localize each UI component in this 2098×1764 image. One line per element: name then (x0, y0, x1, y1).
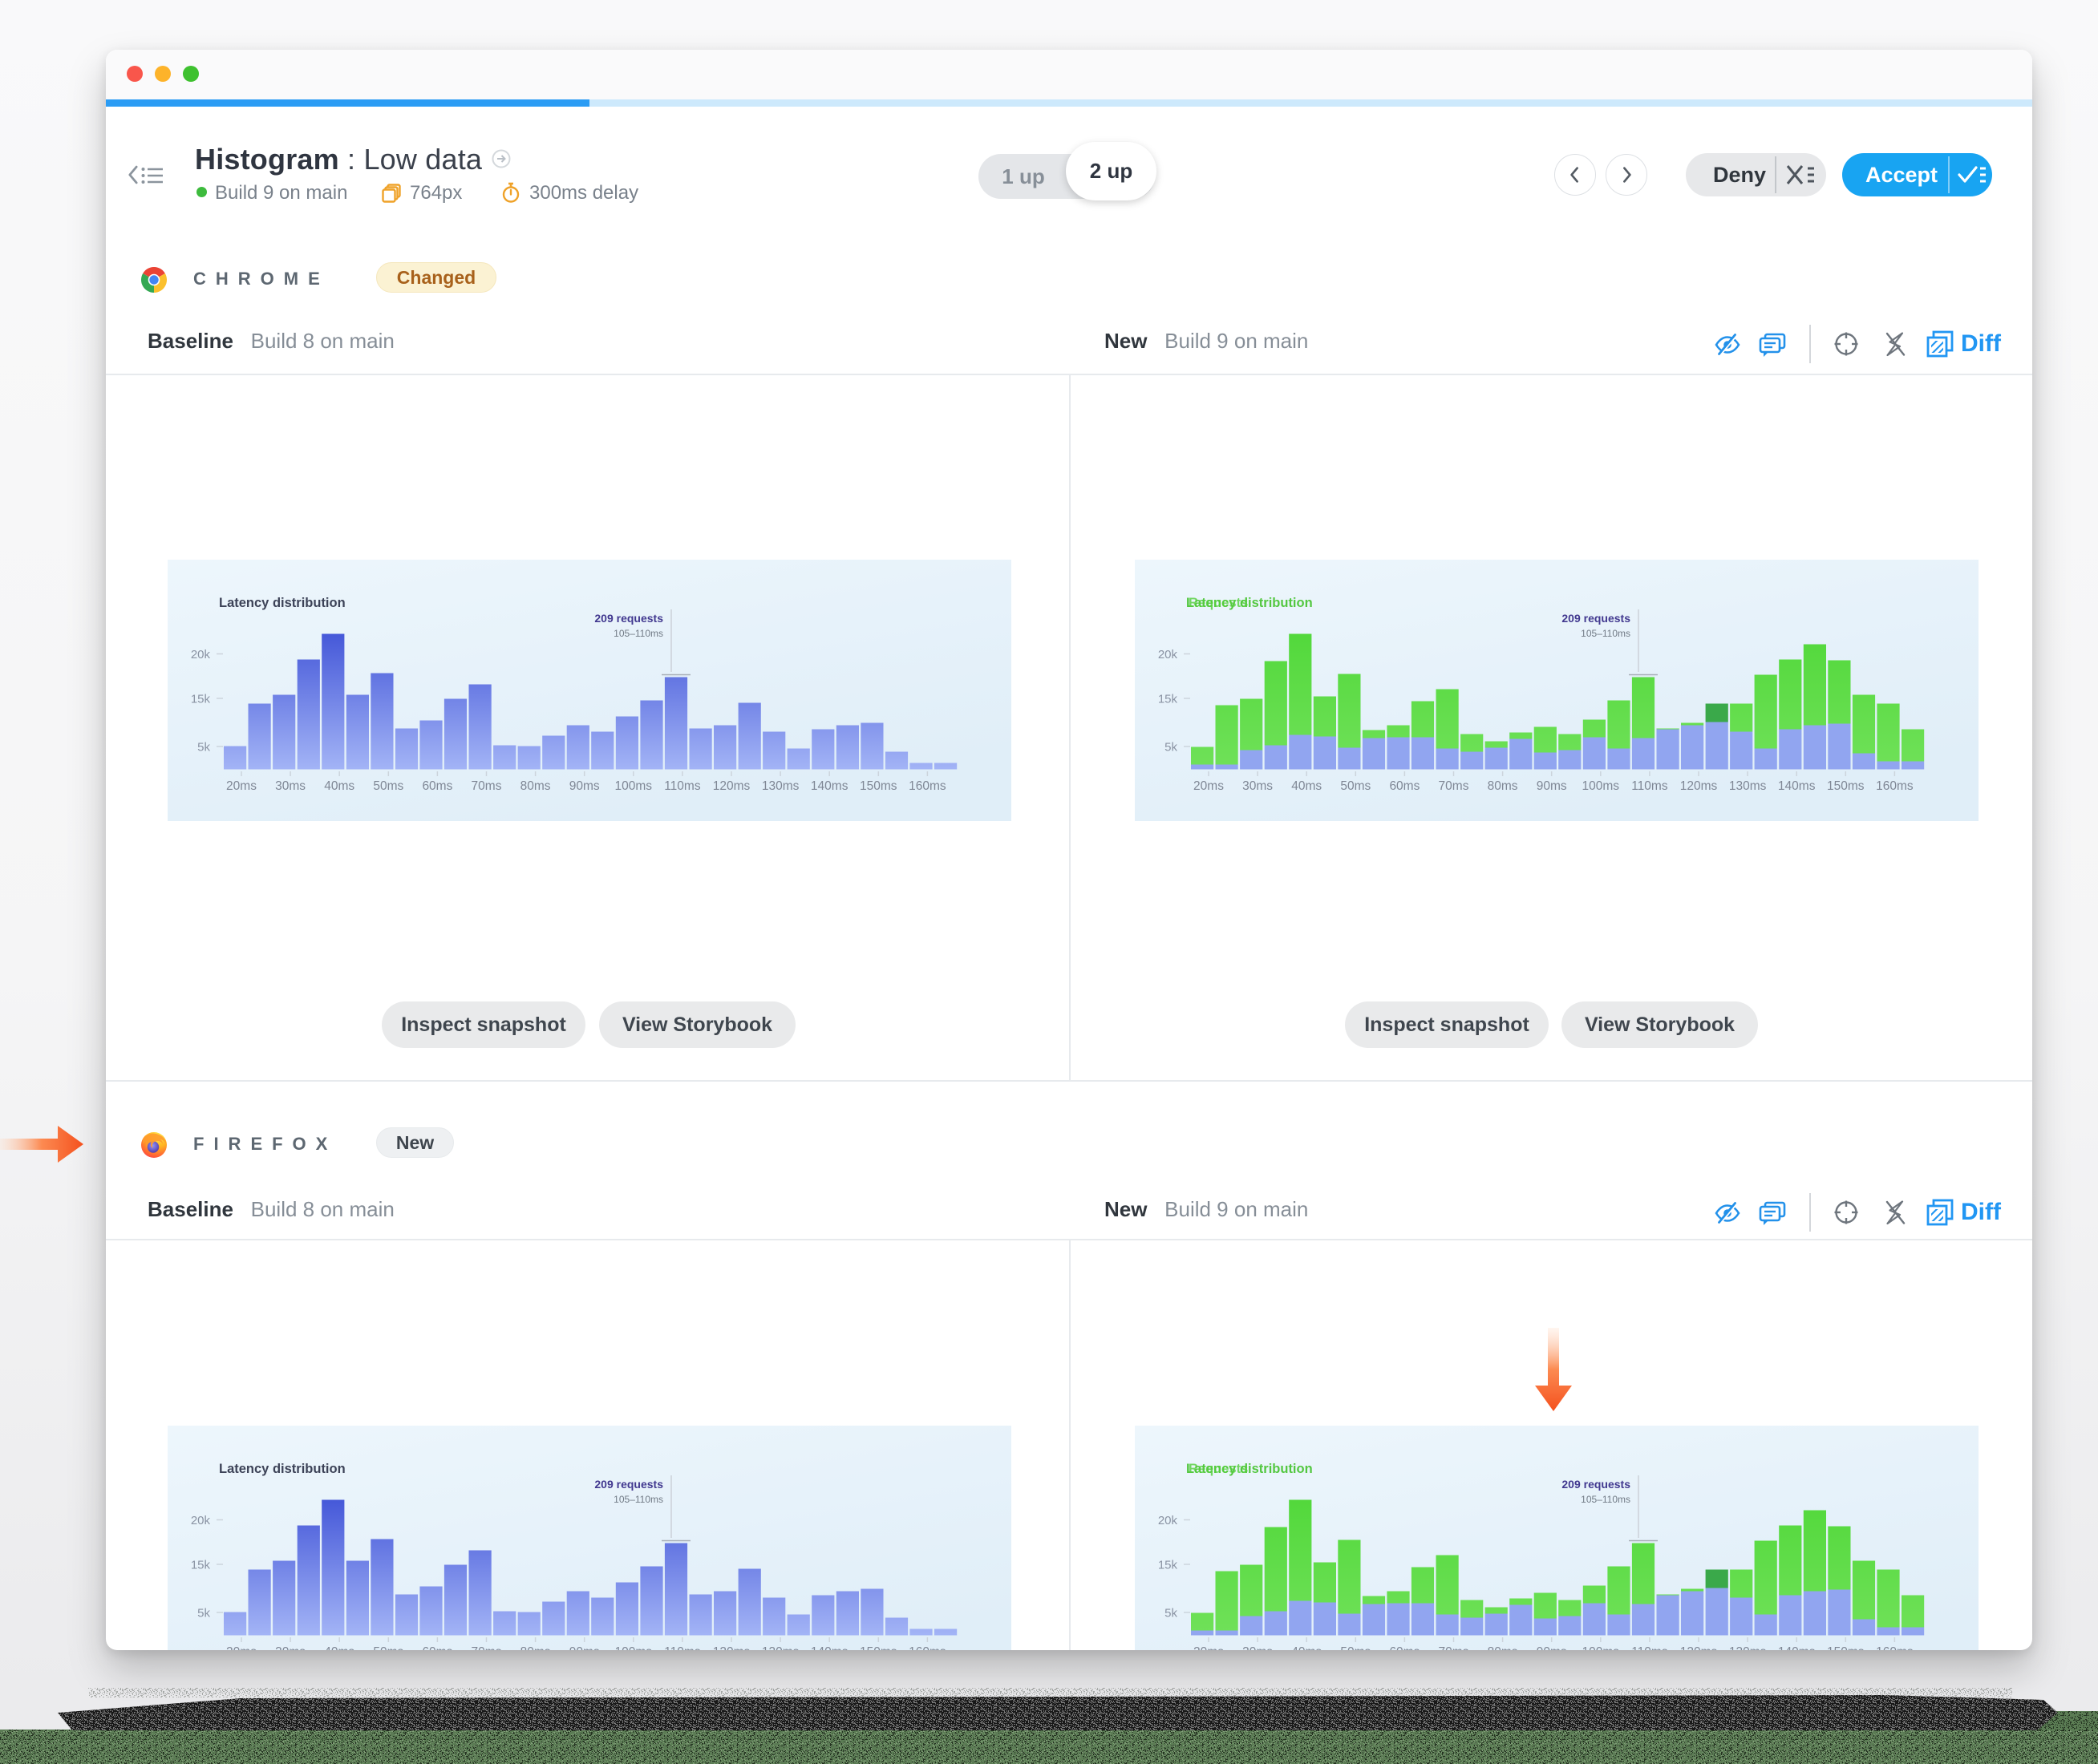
svg-text:209 requests: 209 requests (594, 612, 663, 625)
svg-text:5k: 5k (1164, 1607, 1177, 1620)
svg-text:70ms: 70ms (472, 779, 502, 793)
svg-text:20ms: 20ms (1193, 1645, 1224, 1650)
svg-text:80ms: 80ms (1488, 1645, 1518, 1650)
svg-text:Latency distribution: Latency distribution (219, 596, 346, 610)
svg-text:140ms: 140ms (811, 1645, 849, 1650)
svg-text:80ms: 80ms (1488, 779, 1518, 793)
svg-text:40ms: 40ms (1291, 1645, 1322, 1650)
svg-text:209 requests: 209 requests (1561, 612, 1630, 625)
svg-text:110ms: 110ms (1631, 1645, 1668, 1650)
svg-text:120ms: 120ms (1680, 779, 1718, 793)
svg-text:160ms: 160ms (1876, 1645, 1914, 1650)
svg-text:90ms: 90ms (1537, 779, 1567, 793)
svg-text:20ms: 20ms (1193, 779, 1224, 793)
svg-text:160ms: 160ms (909, 1645, 946, 1650)
svg-text:Latency distribution: Latency distribution (219, 1462, 346, 1476)
svg-text:70ms: 70ms (472, 1645, 502, 1650)
svg-text:150ms: 150ms (860, 779, 897, 793)
svg-text:105–110ms: 105–110ms (614, 1494, 663, 1505)
svg-text:209 requests: 209 requests (1561, 1478, 1630, 1491)
svg-text:30ms: 30ms (275, 1645, 306, 1650)
svg-text:20k: 20k (191, 648, 211, 662)
svg-text:60ms: 60ms (1389, 779, 1420, 793)
svg-text:Requests: Requests (1189, 1462, 1248, 1476)
svg-text:Latency distribution: Latency distribution (1186, 1462, 1313, 1476)
svg-text:130ms: 130ms (762, 1645, 800, 1650)
svg-text:40ms: 40ms (1291, 779, 1322, 793)
svg-text:5k: 5k (197, 741, 210, 755)
svg-text:105–110ms: 105–110ms (614, 628, 663, 639)
svg-text:40ms: 40ms (324, 1645, 354, 1650)
svg-text:90ms: 90ms (1537, 1645, 1567, 1650)
svg-text:100ms: 100ms (1582, 779, 1620, 793)
svg-text:70ms: 70ms (1439, 779, 1469, 793)
svg-text:50ms: 50ms (373, 1645, 403, 1650)
svg-text:130ms: 130ms (1729, 779, 1767, 793)
svg-text:120ms: 120ms (1680, 1645, 1718, 1650)
svg-text:40ms: 40ms (324, 779, 354, 793)
svg-text:120ms: 120ms (713, 1645, 751, 1650)
svg-text:70ms: 70ms (1439, 1645, 1469, 1650)
svg-text:60ms: 60ms (1389, 1645, 1420, 1650)
svg-text:20ms: 20ms (226, 1645, 257, 1650)
svg-text:105–110ms: 105–110ms (1581, 1494, 1630, 1505)
svg-text:15k: 15k (191, 1559, 211, 1572)
svg-text:Requests: Requests (1189, 596, 1248, 610)
svg-text:120ms: 120ms (713, 779, 751, 793)
svg-text:80ms: 80ms (520, 1645, 551, 1650)
svg-text:140ms: 140ms (1778, 1645, 1816, 1650)
svg-text:60ms: 60ms (422, 779, 452, 793)
svg-text:150ms: 150ms (1827, 1645, 1865, 1650)
svg-text:100ms: 100ms (615, 1645, 653, 1650)
svg-text:160ms: 160ms (909, 779, 946, 793)
svg-text:160ms: 160ms (1876, 779, 1914, 793)
svg-text:80ms: 80ms (520, 779, 551, 793)
svg-text:Latency distribution: Latency distribution (1186, 596, 1313, 610)
svg-text:100ms: 100ms (615, 779, 653, 793)
svg-text:50ms: 50ms (373, 779, 403, 793)
svg-text:30ms: 30ms (275, 779, 306, 793)
svg-text:90ms: 90ms (569, 779, 600, 793)
svg-text:105–110ms: 105–110ms (1581, 628, 1630, 639)
svg-text:140ms: 140ms (811, 779, 849, 793)
svg-text:110ms: 110ms (1631, 779, 1668, 793)
svg-text:50ms: 50ms (1340, 779, 1371, 793)
svg-text:130ms: 130ms (762, 779, 800, 793)
svg-text:15k: 15k (1158, 1559, 1178, 1572)
svg-text:110ms: 110ms (664, 1645, 701, 1650)
svg-text:15k: 15k (191, 693, 211, 706)
svg-text:20ms: 20ms (226, 779, 257, 793)
svg-text:20k: 20k (191, 1514, 211, 1527)
svg-text:50ms: 50ms (1340, 1645, 1371, 1650)
svg-text:5k: 5k (197, 1607, 210, 1620)
svg-text:20k: 20k (1158, 1514, 1178, 1527)
svg-text:20k: 20k (1158, 648, 1178, 662)
svg-text:5k: 5k (1164, 741, 1177, 755)
svg-text:209 requests: 209 requests (594, 1478, 663, 1491)
svg-text:140ms: 140ms (1778, 779, 1816, 793)
svg-text:30ms: 30ms (1242, 779, 1273, 793)
svg-text:150ms: 150ms (860, 1645, 897, 1650)
svg-text:100ms: 100ms (1582, 1645, 1620, 1650)
svg-text:110ms: 110ms (664, 779, 701, 793)
svg-text:130ms: 130ms (1729, 1645, 1767, 1650)
svg-text:15k: 15k (1158, 693, 1178, 706)
svg-text:60ms: 60ms (422, 1645, 452, 1650)
svg-text:90ms: 90ms (569, 1645, 600, 1650)
svg-text:150ms: 150ms (1827, 779, 1865, 793)
svg-text:30ms: 30ms (1242, 1645, 1273, 1650)
